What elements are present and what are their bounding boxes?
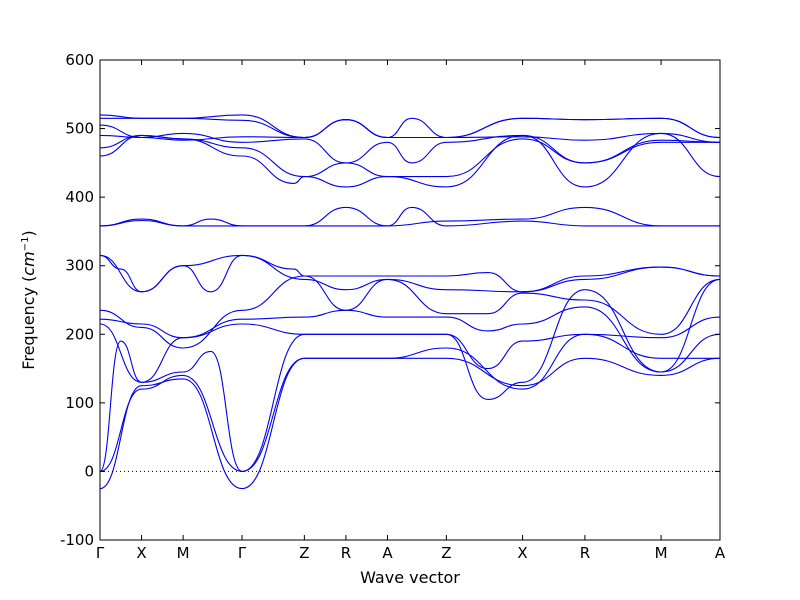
x-tick-label: Z [299,544,309,562]
y-axis-title: Frequency (cm−1) [19,230,38,369]
band-line-9 [99,206,721,227]
band-line-4 [99,316,721,383]
y-axis-unit-close: ) [19,230,38,236]
band-line-11 [99,132,721,188]
x-tick-label: M [177,544,190,562]
band-line-10 [99,206,721,227]
band-lines [99,114,721,490]
band-line-16 [99,114,721,139]
x-tick-label: R [341,544,351,562]
x-tick-label: A [382,544,393,562]
y-tick-label: 100 [65,394,94,412]
x-tick-label: M [655,544,668,562]
y-axis-unit: cm [19,251,38,275]
y-tick-label: -100 [60,531,94,549]
y-axis-unit-exponent: −1 [20,237,31,252]
y-axis-unit-open: ( [19,276,38,287]
y-axis-ticks: -100 0 100 200 300 400 500 600 [60,51,720,549]
y-tick-label: 200 [65,325,94,343]
x-tick-label: Γ [238,544,247,562]
band-line-12 [99,134,721,178]
x-tick-label: X [136,544,146,562]
x-tick-label: X [517,544,527,562]
band-line-13 [99,132,720,164]
plot-frame [99,59,721,541]
x-tick-label: Γ [96,544,105,562]
x-tick-label: Z [441,544,451,562]
band-line-8 [99,254,721,293]
y-tick-label: 0 [84,462,94,480]
y-tick-label: 400 [65,188,94,206]
y-tick-label: 500 [65,120,94,138]
x-axis-title: Wave vector [360,568,460,587]
y-tick-label: 600 [65,51,94,69]
y-axis-title-text: Frequency [19,287,38,370]
band-line-1 [99,357,721,472]
x-tick-label: R [580,544,590,562]
band-line-7 [99,254,721,293]
x-tick-label: A [715,544,726,562]
band-line-5 [99,278,721,373]
y-tick-label: 300 [65,257,94,275]
band-line-2 [99,333,720,490]
